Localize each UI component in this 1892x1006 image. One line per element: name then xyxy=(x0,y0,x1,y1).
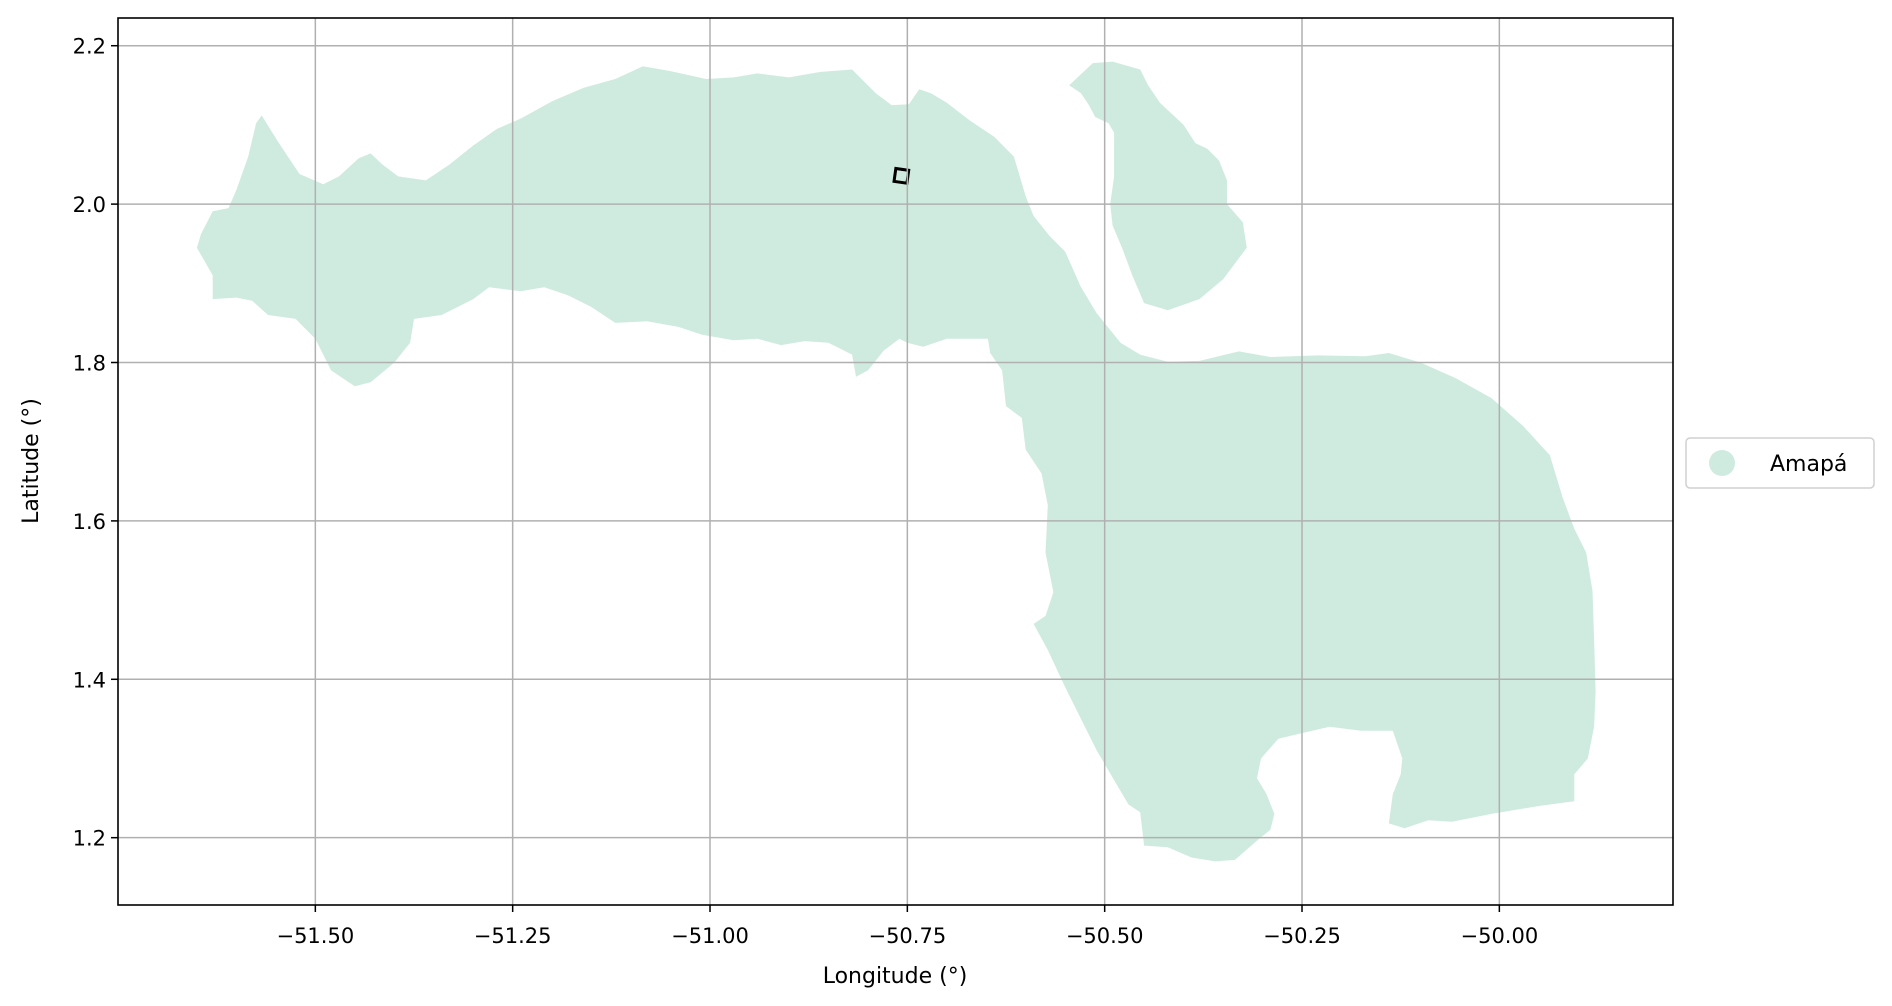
x-tick-label: −51.50 xyxy=(276,924,354,948)
legend-marker xyxy=(1709,450,1735,476)
y-tick-label: 2.0 xyxy=(73,193,106,217)
y-tick-label: 2.2 xyxy=(73,35,106,59)
x-tick-label: −51.25 xyxy=(474,924,552,948)
x-tick-label: −50.25 xyxy=(1263,924,1341,948)
y-tick-label: 1.4 xyxy=(73,668,106,692)
x-tick-label: −50.75 xyxy=(868,924,946,948)
x-tick-label: −50.00 xyxy=(1460,924,1538,948)
x-tick-label: −50.50 xyxy=(1066,924,1144,948)
x-tick-label: −51.00 xyxy=(671,924,749,948)
x-axis-label: Longitude (°) xyxy=(823,964,968,989)
legend-label: Amapá xyxy=(1770,452,1847,477)
y-tick-label: 1.8 xyxy=(73,352,106,376)
y-axis: 1.2 1.4 1.6 1.8 2.0 2.2 xyxy=(73,35,118,851)
y-axis-label: Latitude (°) xyxy=(19,398,44,524)
y-tick-label: 1.6 xyxy=(73,510,106,534)
y-tick-label: 1.2 xyxy=(73,827,106,851)
x-axis: −51.50 −51.25 −51.00 −50.75 −50.50 −50.25 −50.… xyxy=(276,905,1538,948)
legend: Amapá xyxy=(1686,438,1874,488)
